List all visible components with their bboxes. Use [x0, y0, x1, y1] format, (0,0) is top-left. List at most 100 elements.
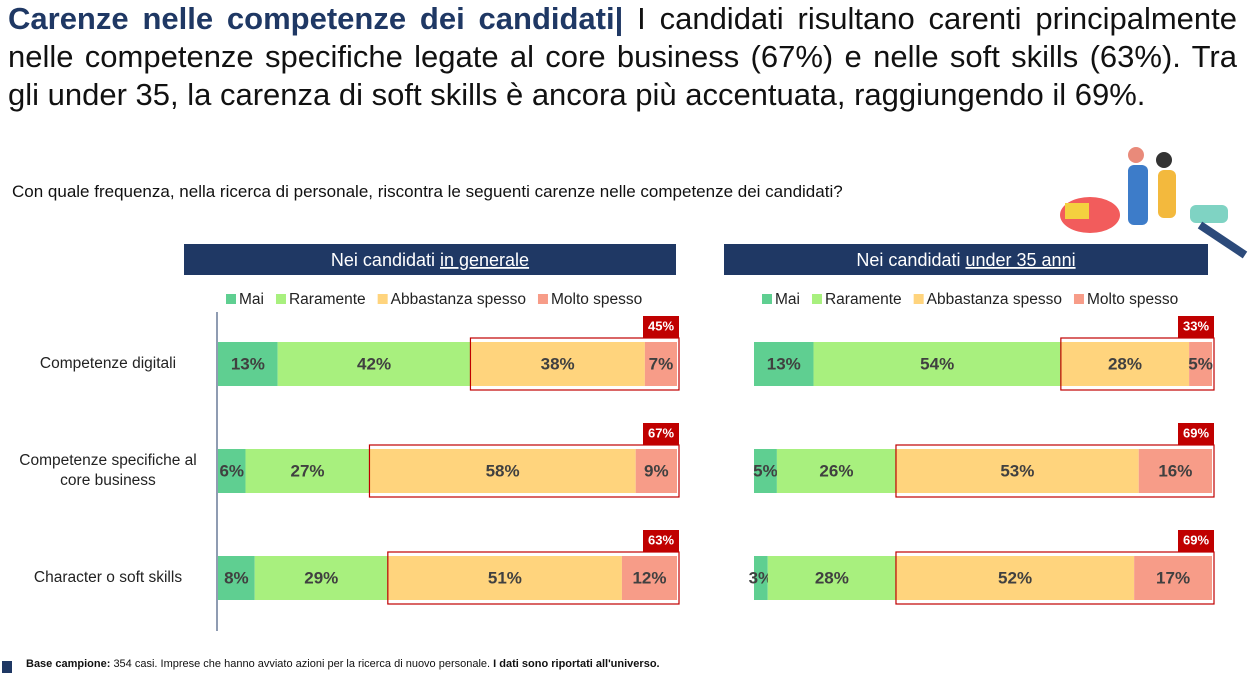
- bar-segment: [369, 449, 636, 493]
- value-label: 6%: [219, 461, 244, 480]
- value-label: 38%: [541, 354, 575, 373]
- legend-swatch: [537, 294, 548, 304]
- legend-label: Mai: [775, 291, 800, 308]
- legend-swatch: [275, 294, 286, 304]
- value-label: 58%: [486, 461, 520, 480]
- bar-segment: [754, 342, 814, 386]
- highlight-box: [1060, 337, 1215, 391]
- value-label: 52%: [998, 568, 1032, 587]
- bar-segment: [254, 556, 388, 600]
- bar-segment: [621, 556, 677, 600]
- highlight-badge: [1178, 316, 1214, 338]
- bar-segment: [813, 342, 1061, 386]
- value-label: 5%: [753, 461, 778, 480]
- bar-segment: [1138, 449, 1212, 493]
- bar-segment: [644, 342, 677, 386]
- highlight-box: [368, 444, 680, 498]
- panel-title-main: Nei candidati: [331, 250, 435, 270]
- panel-title-emphasis: under 35 anni: [965, 250, 1075, 270]
- legend-swatch: [226, 294, 236, 304]
- highlight-label: 45%: [648, 318, 674, 333]
- bar-segment: [218, 556, 255, 600]
- category-label: Competenze specifiche al core business: [19, 452, 197, 489]
- bar-segment: [218, 449, 246, 493]
- panel-title-emphasis: in generale: [440, 250, 529, 270]
- footer-text: 354 casi. Imprese che hanno avviato azio…: [113, 658, 491, 670]
- highlight-label: 69%: [1183, 532, 1209, 547]
- value-label: 54%: [920, 354, 954, 373]
- panel-title: Nei candidati in generale: [331, 250, 529, 270]
- panel-header: [724, 244, 1208, 275]
- separator: |: [614, 1, 624, 36]
- value-label: 13%: [231, 354, 265, 373]
- highlight-label: 63%: [648, 532, 674, 547]
- highlight-label: 67%: [648, 425, 674, 440]
- legend-label: Raramente: [825, 291, 902, 308]
- legend-label: Molto spesso: [551, 291, 642, 308]
- bar-segment: [470, 342, 645, 386]
- value-label: 27%: [290, 461, 324, 480]
- legend-label: Mai: [239, 291, 264, 308]
- legend-label: Raramente: [289, 291, 366, 308]
- category-label: Character o soft skills: [33, 569, 183, 586]
- value-label: 51%: [488, 568, 522, 587]
- value-label: 53%: [1000, 461, 1034, 480]
- bar-segment: [635, 449, 677, 493]
- legend-swatch: [762, 294, 772, 304]
- value-label: 12%: [632, 568, 666, 587]
- value-label: 42%: [357, 354, 391, 373]
- highlight-badge: [1178, 423, 1214, 445]
- footer-label: Base campione:: [26, 658, 111, 670]
- bar-segment: [277, 342, 471, 386]
- highlight-box: [895, 551, 1215, 605]
- headline-text: I candidati risultano carenti principalm…: [8, 1, 1237, 112]
- panel-header: [184, 244, 676, 275]
- value-label: 8%: [224, 568, 249, 587]
- highlight-label: 33%: [1183, 318, 1209, 333]
- bar-segment: [895, 449, 1139, 493]
- value-label: 9%: [644, 461, 669, 480]
- title: Carenze nelle competenze dei candidati: [8, 1, 615, 36]
- highlight-badge: [643, 316, 679, 338]
- question: Con quale frequenza, nella ricerca di pe…: [12, 182, 843, 201]
- highlight-badge: [1178, 530, 1214, 552]
- highlight-box: [469, 337, 680, 391]
- highlight-box: [387, 551, 680, 605]
- legend-swatch: [1073, 294, 1084, 304]
- legend-swatch: [377, 294, 388, 304]
- value-label: 29%: [304, 568, 338, 587]
- bar-segment: [754, 449, 777, 493]
- bar-segment: [776, 449, 896, 493]
- illustration: [1060, 147, 1248, 259]
- bar-segment: [767, 556, 896, 600]
- bar-segment: [1189, 342, 1212, 386]
- value-label: 28%: [1108, 354, 1142, 373]
- highlight-badge: [643, 423, 679, 445]
- legend-label: Abbastanza spesso: [927, 291, 1062, 308]
- highlight-label: 69%: [1183, 425, 1209, 440]
- value-label: 3%: [749, 568, 774, 587]
- value-label: 17%: [1156, 568, 1190, 587]
- legend-label: Molto spesso: [1087, 291, 1178, 308]
- value-label: 5%: [1188, 354, 1213, 373]
- bar-segment: [1134, 556, 1212, 600]
- bar-segment: [754, 556, 768, 600]
- category-label: Competenze digitali: [39, 355, 177, 372]
- highlight-box: [895, 444, 1215, 498]
- value-label: 28%: [815, 568, 849, 587]
- legend-label: Abbastanza spesso: [391, 291, 526, 308]
- panel-title-main: Nei candidati: [856, 250, 960, 270]
- value-label: 13%: [767, 354, 801, 373]
- headline: Carenze nelle competenze dei candidati| …: [8, 0, 1237, 114]
- value-label: 7%: [649, 354, 674, 373]
- legend-swatch: [811, 294, 822, 304]
- value-label: 26%: [819, 461, 853, 480]
- footer-note: I dati sono riportati all'universo.: [493, 658, 660, 670]
- bar-segment: [1060, 342, 1190, 386]
- legend-swatch: [913, 294, 924, 304]
- footer: Base campione: 354 casi. Imprese che han…: [26, 658, 660, 670]
- bar-segment: [387, 556, 622, 600]
- highlight-badge: [643, 530, 679, 552]
- value-label: 16%: [1158, 461, 1192, 480]
